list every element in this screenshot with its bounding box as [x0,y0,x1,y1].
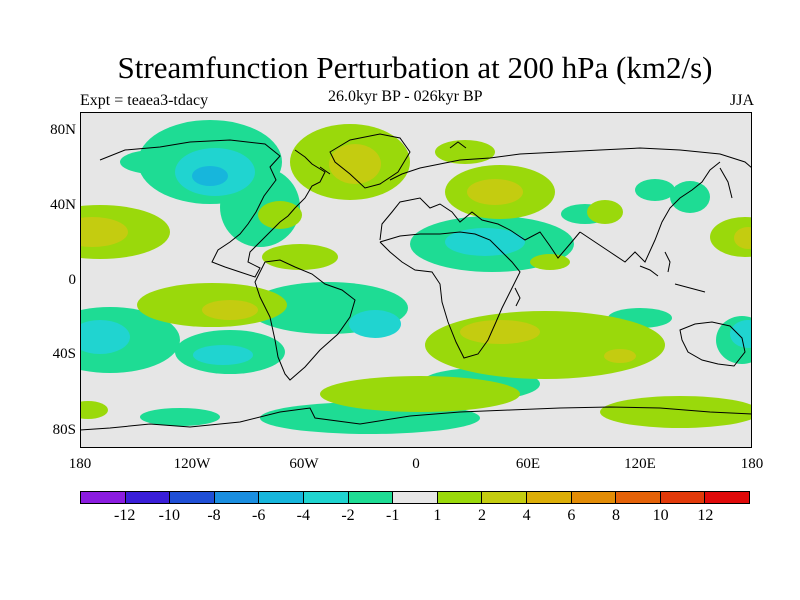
colorbar-swatch [125,492,171,503]
contour-region [80,217,128,247]
colorbar-label: 8 [612,507,620,524]
lat-tick-label: 80S [52,422,76,438]
contour-region [445,228,525,256]
plot-title: Streamfunction Perturbation at 200 hPa (… [117,50,713,85]
colorbar-label: 12 [697,507,714,524]
colorbar-swatch [170,492,215,503]
contour-region [120,150,190,174]
colorbar-swatch [705,492,749,503]
coastline-south-america [254,259,356,381]
lat-tick-label: 80N [50,122,76,138]
map-frame [80,112,752,448]
colorbar-label: 4 [522,507,531,524]
contour-region [467,179,523,205]
colorbar-label: 6 [567,507,576,524]
coastline-europe-south [379,197,581,259]
contour-region [435,140,495,164]
colorbar-label: -4 [296,507,310,524]
lat-tick-label: 40S [52,346,76,362]
lon-tick-label: 60W [289,456,319,472]
coastline-antarctica [80,406,752,431]
colorbar-label: -8 [207,507,221,524]
colorbar-label: 1 [433,507,442,524]
contour-region [635,179,675,201]
contour-region [460,320,540,344]
lon-tick-label: 120W [173,456,211,472]
colorbar-swatch [571,492,617,503]
contour-region [734,227,752,249]
coastlines [80,133,752,431]
coastline-islands [319,141,733,307]
map-panel [80,112,752,448]
contour-region [80,320,130,354]
contour-region [730,320,752,348]
contour-region [349,310,401,338]
colorbar-swatch [437,492,483,503]
lon-tick-label: 0 [412,456,420,472]
contour-region [192,166,228,186]
lon-tick-label: 180 [740,456,764,472]
colorbar-swatch [393,492,438,503]
contour-region [80,401,108,419]
lon-tick-label: 120E [624,456,656,472]
contour-region [320,376,520,412]
lat-tick-label: 40N [50,197,76,213]
strong-positive-contours [80,144,752,363]
contour-region [329,144,381,184]
colorbar-label: -10 [158,507,180,524]
contour-region [604,349,636,363]
colorbar-swatch [616,492,661,503]
experiment-label: Expt = teaea3-tdacy [80,92,209,109]
period-label: 26.0kyr BP - 026kyr BP [328,88,483,105]
contour-region [587,200,623,224]
colorbar-swatch [660,492,706,503]
streamfunction-map [80,112,752,448]
strong-negative-contours [80,148,752,365]
contour-region [670,181,710,213]
colorbar-swatch [259,492,304,503]
colorbar-label: 10 [652,507,669,524]
colorbar-label: -12 [113,507,136,524]
coastline-eurasia [389,147,752,181]
colorbar [80,491,750,504]
coastline-australia [679,321,746,367]
lat-tick-label: 0 [68,272,77,288]
colorbar-label: -6 [251,507,266,524]
contour-region [600,396,752,428]
colorbar-swatch [303,492,349,503]
colorbar-swatch [526,492,572,503]
colorbar-label: 2 [478,507,486,524]
coastline-asia-east [579,161,721,263]
contour-region [425,311,665,379]
colorbar-swatch [214,492,260,503]
colorbar-swatch [348,492,394,503]
coastline-africa [379,231,521,359]
contour-region [258,201,302,229]
contour-region [202,300,258,320]
coastline-greenland [329,133,411,189]
colorbar-swatch [482,492,527,503]
colorbar-label: -1 [385,507,400,524]
season-label: JJA [729,92,754,109]
lon-tick-label: 180 [68,456,92,472]
colorbar-swatch [81,492,126,503]
coastline-north-america [99,139,326,278]
contour-region [530,254,570,270]
colorbar-label: -2 [341,507,355,524]
contour-region [140,408,220,426]
contour-region [262,244,338,270]
contour-region [193,345,253,365]
lon-tick-label: 60E [515,456,541,472]
